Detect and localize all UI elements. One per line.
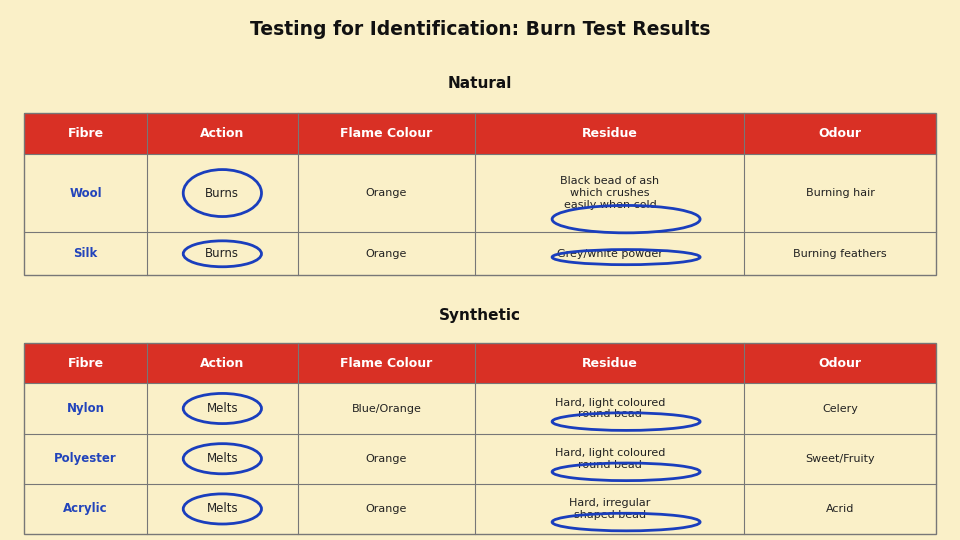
Text: Orange: Orange [366,454,407,464]
Ellipse shape [154,348,269,456]
Bar [745,343,936,383]
Bar [745,232,936,275]
Text: Black bead of ash
which crushes
easily when cold: Black bead of ash which crushes easily w… [561,177,660,210]
Text: Testing for Identification: Burn Test Results: Testing for Identification: Burn Test Re… [250,20,710,39]
Ellipse shape [158,157,264,238]
Bar [147,484,298,534]
Bar [24,232,147,275]
Ellipse shape [504,464,552,491]
Ellipse shape [34,159,82,256]
Text: Blue/Orange: Blue/Orange [351,403,421,414]
Text: Action: Action [201,127,245,140]
Bar [298,154,475,232]
Bar [298,484,475,534]
Bar [24,113,147,154]
Text: Hard, light coloured
round bead: Hard, light coloured round bead [555,448,665,470]
Bar [475,383,745,434]
Text: Melts: Melts [206,502,238,516]
Text: Hard, light coloured
round bead: Hard, light coloured round bead [555,397,665,419]
Text: Orange: Orange [366,188,407,198]
Bar [745,383,936,434]
Text: Burns: Burns [205,186,239,200]
Text: Burning feathers: Burning feathers [793,249,887,259]
Text: Odour: Odour [819,356,862,370]
Text: Fibre: Fibre [67,356,104,370]
Bar [745,434,936,484]
Text: Burns: Burns [205,247,239,260]
Text: Grey/white powder: Grey/white powder [557,249,663,259]
Bar [24,434,147,484]
Bar [24,343,936,534]
Bar [24,383,147,434]
Bar [298,383,475,434]
Bar [745,154,936,232]
Text: Acrid: Acrid [826,504,854,514]
Text: Melts: Melts [206,452,238,465]
Ellipse shape [346,356,461,454]
Text: Wool: Wool [69,186,102,200]
Bar [745,484,936,534]
Text: Natural: Natural [447,76,513,91]
Bar [475,434,745,484]
Ellipse shape [31,356,84,464]
Text: Action: Action [201,356,245,370]
Bar [298,434,475,484]
Text: Melts: Melts [206,402,238,415]
Text: Acrylic: Acrylic [63,502,108,516]
Bar [475,232,745,275]
Bar [147,343,298,383]
Text: Polyester: Polyester [54,452,117,465]
Text: Flame Colour: Flame Colour [341,127,433,140]
Bar [475,154,745,232]
Bar [298,232,475,275]
Bar [147,154,298,232]
Ellipse shape [667,359,773,456]
Ellipse shape [850,356,936,454]
Text: Synthetic: Synthetic [439,308,521,323]
Bar [24,343,147,383]
Text: Flame Colour: Flame Colour [341,356,433,370]
Text: Hard, irregular
shaped bead: Hard, irregular shaped bead [569,498,651,519]
Bar [147,383,298,434]
Ellipse shape [346,151,461,248]
Text: Orange: Orange [366,249,407,259]
Text: Residue: Residue [582,356,637,370]
Bar [298,113,475,154]
Text: Odour: Odour [819,127,862,140]
Text: Fibre: Fibre [67,127,104,140]
Text: Residue: Residue [582,127,637,140]
Bar [147,113,298,154]
Text: Nylon: Nylon [66,402,105,415]
Bar [147,232,298,275]
Bar [24,113,936,275]
Bar [147,434,298,484]
Text: Silk: Silk [73,247,98,260]
Text: Sweet/Fruity: Sweet/Fruity [805,454,876,464]
Bar [475,343,745,383]
Bar [475,113,745,154]
Text: Burning hair: Burning hair [805,188,875,198]
Bar [745,113,936,154]
Text: Orange: Orange [366,504,407,514]
Text: Celery: Celery [823,403,858,414]
Bar [24,154,147,232]
Ellipse shape [667,151,773,259]
Ellipse shape [850,151,936,248]
Bar [475,484,745,534]
Bar [298,343,475,383]
Bar [24,484,147,534]
